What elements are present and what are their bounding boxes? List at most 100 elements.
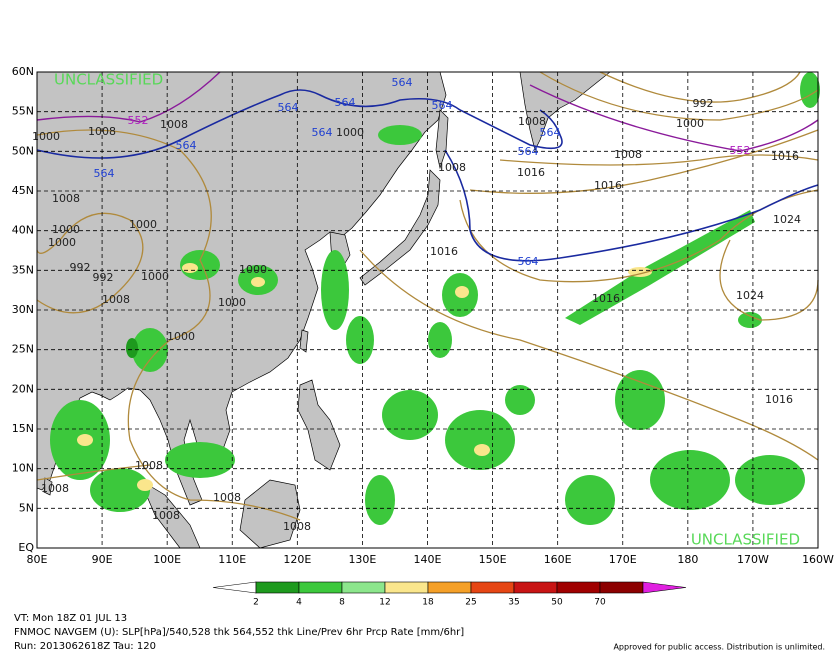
contour-label: 1000 bbox=[141, 270, 169, 283]
contour-label: 1008 bbox=[438, 161, 466, 174]
release-note: Approved for public access. Distribution… bbox=[613, 643, 825, 652]
colorbar-box bbox=[599, 581, 644, 594]
lat-label: 20N bbox=[12, 382, 34, 395]
lat-label: 35N bbox=[12, 263, 34, 276]
lon-label: 180 bbox=[677, 553, 698, 566]
contour-label: 992 bbox=[70, 261, 91, 274]
colorbar: 2 4 8 12 18 25 35 50 70 bbox=[212, 581, 687, 608]
colorbar-label: 35 bbox=[508, 598, 519, 608]
contour-label: 1008 bbox=[283, 520, 311, 533]
contour-label: 564 bbox=[540, 126, 561, 139]
contour-label: 1008 bbox=[88, 125, 116, 138]
contour-label: 564 bbox=[518, 255, 539, 268]
lon-label: 160E bbox=[544, 553, 572, 566]
lon-label: 100E bbox=[153, 553, 181, 566]
colorbar-box bbox=[341, 581, 386, 594]
sri-lanka bbox=[43, 477, 53, 496]
contour-label: 1000 bbox=[676, 117, 704, 130]
contour-label: 552 bbox=[128, 114, 149, 127]
contour-label: 1008 bbox=[41, 482, 69, 495]
contour-label: 1016 bbox=[592, 292, 620, 305]
classification-bottom: UNCLASSIFIED bbox=[691, 531, 800, 549]
contour-label: 1008 bbox=[614, 148, 642, 161]
contour-label: 1000 bbox=[48, 236, 76, 249]
lat-label: 15N bbox=[12, 422, 34, 435]
colorbar-box bbox=[427, 581, 472, 594]
lat-label: 5N bbox=[19, 501, 34, 514]
graticule bbox=[37, 72, 818, 548]
contour-label: 1024 bbox=[736, 289, 764, 302]
contour-label: 1016 bbox=[517, 166, 545, 179]
contour-label: 564 bbox=[392, 76, 413, 89]
colorbar-low bbox=[212, 581, 257, 594]
lat-label: 50N bbox=[12, 144, 34, 157]
contour-label: 564 bbox=[335, 96, 356, 109]
contour-label: 1024 bbox=[773, 213, 801, 226]
philippines bbox=[297, 379, 341, 471]
contour-label: 1008 bbox=[52, 192, 80, 205]
contour-label: 1000 bbox=[129, 218, 157, 231]
lon-label: 140E bbox=[414, 553, 442, 566]
run: Run: 2013062618Z Tau: 120 bbox=[14, 641, 156, 652]
taiwan bbox=[299, 329, 309, 353]
lat-label: 30N bbox=[12, 303, 34, 316]
colorbar-box bbox=[513, 581, 558, 594]
contour-label: 564 bbox=[94, 167, 115, 180]
contour-label: 1016 bbox=[771, 150, 799, 163]
valid-time: VT: Mon 18Z 01 JUL 13 bbox=[14, 613, 127, 624]
contour-label: 1000 bbox=[336, 126, 364, 139]
lat-label: 55N bbox=[12, 105, 34, 118]
contour-label: 564 bbox=[176, 139, 197, 152]
sakhalin bbox=[435, 109, 449, 170]
contour-label: 1016 bbox=[430, 245, 458, 258]
map-frame bbox=[36, 71, 819, 549]
lat-label: 40N bbox=[12, 224, 34, 237]
colorbar-label: 2 bbox=[253, 598, 259, 608]
contour-label: 1000 bbox=[167, 330, 195, 343]
colorbar-box bbox=[384, 581, 429, 594]
colorbar-label: 18 bbox=[422, 598, 434, 608]
japan bbox=[359, 169, 441, 286]
lon-label: 150E bbox=[479, 553, 507, 566]
lon-label: 160W bbox=[802, 553, 834, 566]
colorbar-box bbox=[255, 581, 300, 594]
product: FNMOC NAVGEM (U): SLP[hPa]/540,528 thk 5… bbox=[14, 627, 464, 638]
colorbar-label: 12 bbox=[379, 598, 390, 608]
contour-label: 1008 bbox=[152, 509, 180, 522]
lat-label: 25N bbox=[12, 343, 34, 356]
contour-label: 1008 bbox=[160, 118, 188, 131]
classification-top: UNCLASSIFIED bbox=[54, 71, 163, 89]
colorbar-box bbox=[556, 581, 601, 594]
contour-label: 1008 bbox=[135, 459, 163, 472]
contour-label: 1016 bbox=[594, 179, 622, 192]
lon-label: 110E bbox=[218, 553, 246, 566]
colorbar-high bbox=[642, 581, 687, 594]
lon-label: 170E bbox=[609, 553, 637, 566]
axis-labels: 60N 55N 50N 45N 40N 35N 30N 25N 20N 15N 10N 5N EQ80E… bbox=[12, 65, 834, 566]
contour-label: 992 bbox=[93, 271, 114, 284]
contour-label: 1000 bbox=[52, 223, 80, 236]
lon-label: 130E bbox=[348, 553, 376, 566]
contour-label: 564 bbox=[312, 126, 333, 139]
contour-label: 992 bbox=[693, 97, 714, 110]
contours bbox=[36, 71, 819, 521]
colorbar-label: 70 bbox=[594, 598, 606, 608]
lon-label: 80E bbox=[27, 553, 48, 566]
lon-label: 120E bbox=[283, 553, 311, 566]
contour-label: 564 bbox=[278, 101, 299, 114]
colorbar-box bbox=[470, 581, 515, 594]
borneo bbox=[239, 479, 301, 549]
contour-label: 564 bbox=[432, 99, 453, 112]
colorbar-label: 50 bbox=[551, 598, 563, 608]
contour-label: 1008 bbox=[102, 293, 130, 306]
contour-label: 552 bbox=[730, 144, 751, 157]
colorbar-label: 4 bbox=[296, 598, 302, 608]
colorbar-label: 25 bbox=[465, 598, 476, 608]
colorbar-label: 8 bbox=[339, 598, 345, 608]
contour-label: 564 bbox=[518, 145, 539, 158]
lon-label: 90E bbox=[92, 553, 113, 566]
contour-label: 1000 bbox=[32, 130, 60, 143]
